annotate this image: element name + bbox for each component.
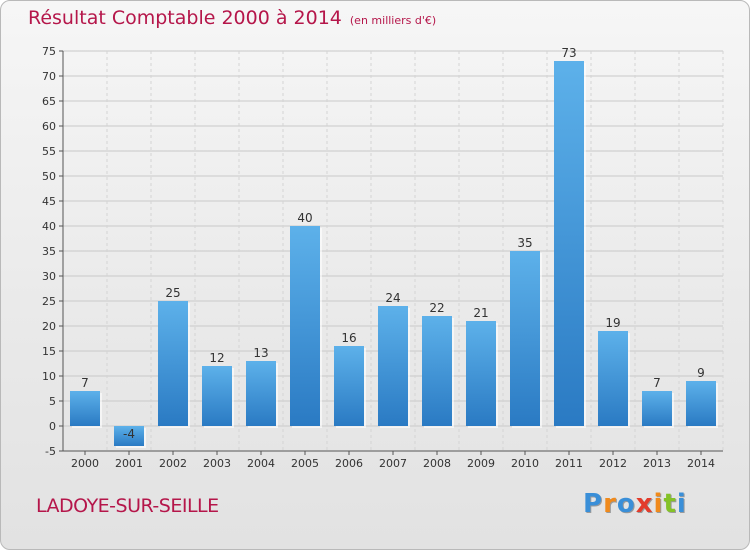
bar-2003 (202, 366, 232, 426)
chart-subtitle: (en milliers d'€) (349, 14, 437, 27)
y-tick-label: 65 (42, 95, 56, 108)
data-label-2004: 13 (253, 346, 268, 360)
x-tick-label: 2006 (335, 457, 363, 470)
data-label-2001: -4 (123, 427, 135, 441)
x-tick-label: 2002 (159, 457, 187, 470)
data-label-2011: 73 (561, 46, 576, 60)
y-tick-label: 15 (42, 345, 56, 358)
proxiti-logo: Proxiti (583, 489, 687, 519)
x-tick-label: 2005 (291, 457, 319, 470)
y-tick-label: 25 (42, 295, 56, 308)
data-label-2008: 22 (429, 301, 444, 315)
x-tick-label: 2003 (203, 457, 231, 470)
data-label-2009: 21 (473, 306, 488, 320)
bar-2005 (290, 226, 320, 426)
bar-2002 (158, 301, 188, 426)
data-label-2007: 24 (385, 291, 400, 305)
logo-letter: t (663, 489, 677, 519)
data-label-2006: 16 (341, 331, 356, 345)
data-label-2014: 9 (697, 366, 705, 380)
y-tick-label: 20 (42, 320, 56, 333)
data-label-2012: 19 (605, 316, 620, 330)
y-tick-label: 50 (42, 170, 56, 183)
x-tick-label: 2012 (599, 457, 627, 470)
bar-2000 (70, 391, 100, 426)
bar-2001 (114, 426, 144, 446)
bar-2004 (246, 361, 276, 426)
bar-2006 (334, 346, 364, 426)
x-tick-label: 2004 (247, 457, 275, 470)
data-label-2000: 7 (81, 376, 89, 390)
chart-title-text: Résultat Comptable 2000 à 2014 (28, 7, 342, 29)
y-tick-label: 10 (42, 370, 56, 383)
town-name: LADOYE-SUR-SEILLE (36, 495, 219, 517)
data-label-2010: 35 (517, 236, 532, 250)
x-tick-label: 2010 (511, 457, 539, 470)
x-tick-label: 2011 (555, 457, 583, 470)
bar-2007 (378, 306, 408, 426)
logo-letter: i (676, 489, 687, 519)
logo-letter: o (616, 489, 636, 519)
data-label-2013: 7 (653, 376, 661, 390)
bar-2009 (466, 321, 496, 426)
x-tick-label: 2014 (687, 457, 715, 470)
bar-2013 (642, 391, 672, 426)
y-tick-label: 45 (42, 195, 56, 208)
bar-2010 (510, 251, 540, 426)
data-label-2003: 12 (209, 351, 224, 365)
bar-2011 (554, 61, 584, 426)
x-tick-label: 2007 (379, 457, 407, 470)
y-tick-label: 30 (42, 270, 56, 283)
x-tick-label: 2001 (115, 457, 143, 470)
y-tick-label: 55 (42, 145, 56, 158)
y-tick-label: 5 (49, 395, 56, 408)
x-tick-label: 2009 (467, 457, 495, 470)
axes: -5 0 5 10 15 20 25 30 35 40 45 50 55 60 65 70 75 2000 2001… (42, 45, 723, 470)
y-tick-label: 70 (42, 70, 56, 83)
bars (70, 61, 718, 448)
logo-letter: x (635, 489, 654, 519)
data-labels: 7 -4 25 12 13 40 16 24 22 21 35 73 19 7 9 (81, 46, 705, 441)
data-label-2002: 25 (165, 286, 180, 300)
x-tick-label: 2000 (71, 457, 99, 470)
y-tick-label: 0 (49, 420, 56, 433)
logo-letter: r (603, 489, 617, 519)
bar-2014 (686, 381, 716, 426)
x-tick-label: 2008 (423, 457, 451, 470)
y-tick-label: 60 (42, 120, 56, 133)
chart-title: Résultat Comptable 2000 à 2014 (en millie… (28, 7, 436, 29)
data-label-2005: 40 (297, 211, 312, 225)
y-tick-label: -5 (45, 445, 56, 458)
logo-letter: P (583, 489, 604, 519)
y-tick-label: 75 (42, 45, 56, 58)
bar-2012 (598, 331, 628, 426)
y-tick-label: 35 (42, 245, 56, 258)
x-tick-label: 2013 (643, 457, 671, 470)
logo-letter: i (653, 489, 664, 519)
bar-2008 (422, 316, 452, 426)
y-tick-label: 40 (42, 220, 56, 233)
